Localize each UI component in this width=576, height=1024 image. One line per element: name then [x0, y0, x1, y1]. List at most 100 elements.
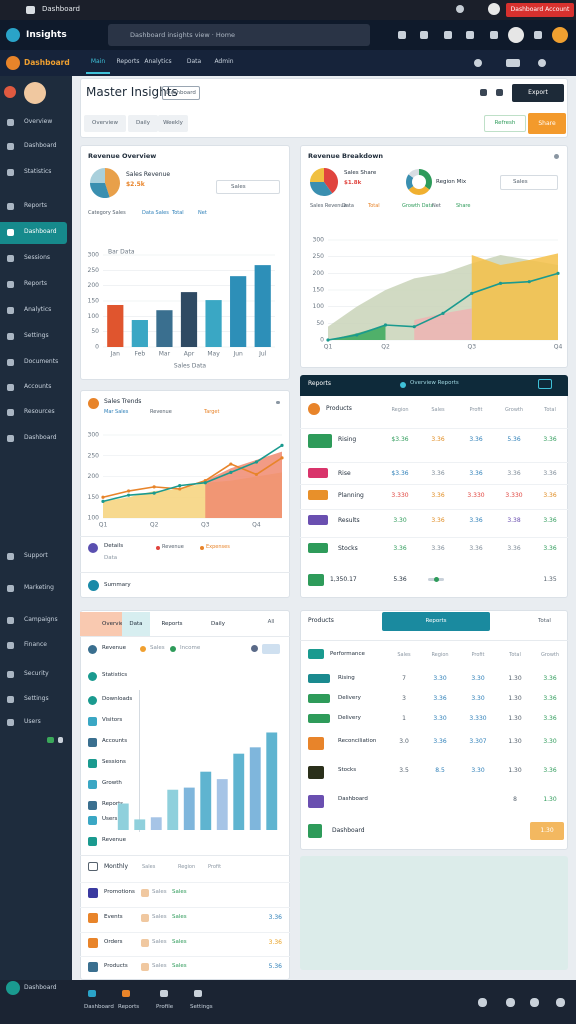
row-title[interactable]: Summary	[104, 582, 131, 588]
tab[interactable]: Reports	[150, 612, 194, 636]
sidebar-item[interactable]: Security	[24, 670, 49, 677]
sidebar-item[interactable]: Documents	[24, 358, 59, 365]
table-cell: 3.36	[469, 545, 483, 552]
tab-button[interactable]: All	[267, 619, 275, 625]
table-cell: 3.5	[399, 767, 409, 774]
nav-tab[interactable]: Analytics	[144, 58, 172, 65]
table-cell: 3.30	[471, 695, 485, 702]
table-cell: 3.36	[543, 492, 557, 499]
list-item[interactable]: Visitors	[102, 717, 123, 723]
icon	[88, 543, 98, 553]
column-header: Total	[509, 652, 521, 658]
bar	[107, 304, 124, 347]
monthly-title: Monthly	[104, 863, 129, 870]
sidebar-item[interactable]: Settings	[24, 332, 49, 339]
address-bar[interactable]: Dashboard insights view · Home	[108, 24, 370, 46]
brand: Insights	[26, 30, 67, 40]
list-item[interactable]: Downloads	[102, 696, 133, 702]
filter-chip[interactable]: Overview	[84, 115, 126, 132]
header-badge[interactable]: Dashboard	[162, 86, 200, 100]
refresh-button[interactable]: Refresh	[484, 115, 526, 132]
list-item[interactable]: Accounts	[102, 738, 128, 744]
dropdown[interactable]: Sales	[216, 180, 280, 194]
bar	[249, 747, 261, 830]
sidebar-item[interactable]: Reports	[24, 280, 48, 287]
sidebar-item[interactable]: Marketing	[24, 584, 54, 591]
dropdown[interactable]: Sales	[500, 175, 558, 190]
list-item[interactable]: Revenue	[102, 837, 126, 843]
table-cell: 3.36	[393, 545, 407, 552]
bottom-item[interactable]: Profile	[156, 1004, 174, 1010]
icon	[466, 31, 474, 39]
trends-chart: 100 150 200 250 300 Q1 Q2 Q3 Q4	[88, 432, 284, 529]
row-name: Reconciliation	[338, 738, 377, 744]
sidebar-item[interactable]: Finance	[24, 641, 47, 648]
table-cell: 1.30	[508, 738, 522, 745]
tab-button[interactable]: Reports	[382, 612, 490, 631]
x-tick-label: Apr	[184, 351, 195, 358]
sidebar-item[interactable]: Statistics	[24, 168, 52, 175]
list-item[interactable]: Growth	[102, 780, 122, 786]
column-header: Region	[178, 864, 196, 870]
nav-tab[interactable]: Admin	[214, 58, 234, 65]
sidebar-item[interactable]: Campaigns	[24, 616, 58, 623]
pill[interactable]: 1.30	[530, 822, 564, 840]
list-item[interactable]: Revenue	[102, 645, 126, 651]
sidebar-item[interactable]: Sessions	[24, 254, 51, 261]
icon	[88, 672, 97, 681]
sidebar-item[interactable]: Settings	[24, 695, 49, 702]
line	[102, 444, 283, 503]
y-tick-label: 250	[88, 267, 100, 274]
bottom-item[interactable]: Reports	[118, 1004, 140, 1010]
row-name: Rising	[338, 675, 355, 681]
bottom-item[interactable]: Settings	[190, 1004, 213, 1010]
account-button[interactable]: Dashboard Account	[506, 3, 574, 17]
x-tick-label: Q3	[201, 522, 210, 529]
icon	[88, 738, 97, 747]
nav-tab[interactable]: Reports	[116, 58, 140, 65]
bottom-item[interactable]: Dashboard	[84, 1004, 114, 1010]
line-point	[470, 291, 474, 295]
nav-tab[interactable]: Main	[90, 58, 106, 65]
filter-chip[interactable]: Daily	[128, 115, 158, 132]
x-tick-label: Q1	[99, 522, 108, 529]
icon	[308, 737, 324, 750]
sidebar-item[interactable]: Reports	[24, 202, 48, 209]
legend-item: Net	[198, 210, 207, 216]
sidebar-footer[interactable]: Dashboard	[24, 984, 57, 991]
line-point	[126, 493, 131, 497]
icon	[308, 434, 332, 448]
line-point	[152, 491, 156, 495]
pie-slice	[324, 168, 338, 194]
nav-tab[interactable]: Data	[186, 58, 202, 65]
list-item[interactable]: Sessions	[102, 759, 126, 765]
sidebar-item[interactable]: Dashboard	[24, 142, 57, 149]
sidebar-item[interactable]: Resources	[24, 408, 55, 415]
icon	[7, 307, 14, 314]
list-item[interactable]: Reports	[102, 801, 124, 807]
sidebar-item[interactable]: Accounts	[24, 383, 52, 390]
line-point	[178, 487, 182, 491]
filter-chip[interactable]: Weekly	[158, 115, 188, 132]
tab[interactable]: Data	[122, 612, 150, 636]
icon	[88, 780, 97, 789]
icon	[88, 990, 96, 997]
line-point	[229, 470, 233, 474]
card-title: Revenue Breakdown	[308, 152, 384, 160]
sidebar-item[interactable]: Dashboard	[24, 228, 57, 235]
sidebar-item[interactable]: Support	[24, 552, 48, 559]
sidebar-item[interactable]: Users	[24, 718, 41, 725]
sidebar-item[interactable]: Analytics	[24, 306, 52, 313]
sidebar-item[interactable]: Dashboard	[24, 434, 57, 441]
list-item[interactable]: Users	[102, 816, 118, 822]
list-item[interactable]: Statistics	[102, 672, 128, 678]
sidebar-item[interactable]: Overview	[24, 118, 53, 125]
export-button[interactable]: Export	[512, 84, 564, 102]
line-point	[152, 485, 156, 489]
tab[interactable]: Daily	[196, 612, 240, 636]
pie-slice	[310, 182, 333, 196]
row-name: Delivery	[338, 715, 361, 721]
row-name: Dashboard	[332, 827, 365, 834]
share-button[interactable]: Share	[528, 113, 566, 134]
revenue-chart: Bar Data 0 50 100 150 200 250 300 Jan Feb Mar Apr Ma…	[88, 168, 275, 370]
